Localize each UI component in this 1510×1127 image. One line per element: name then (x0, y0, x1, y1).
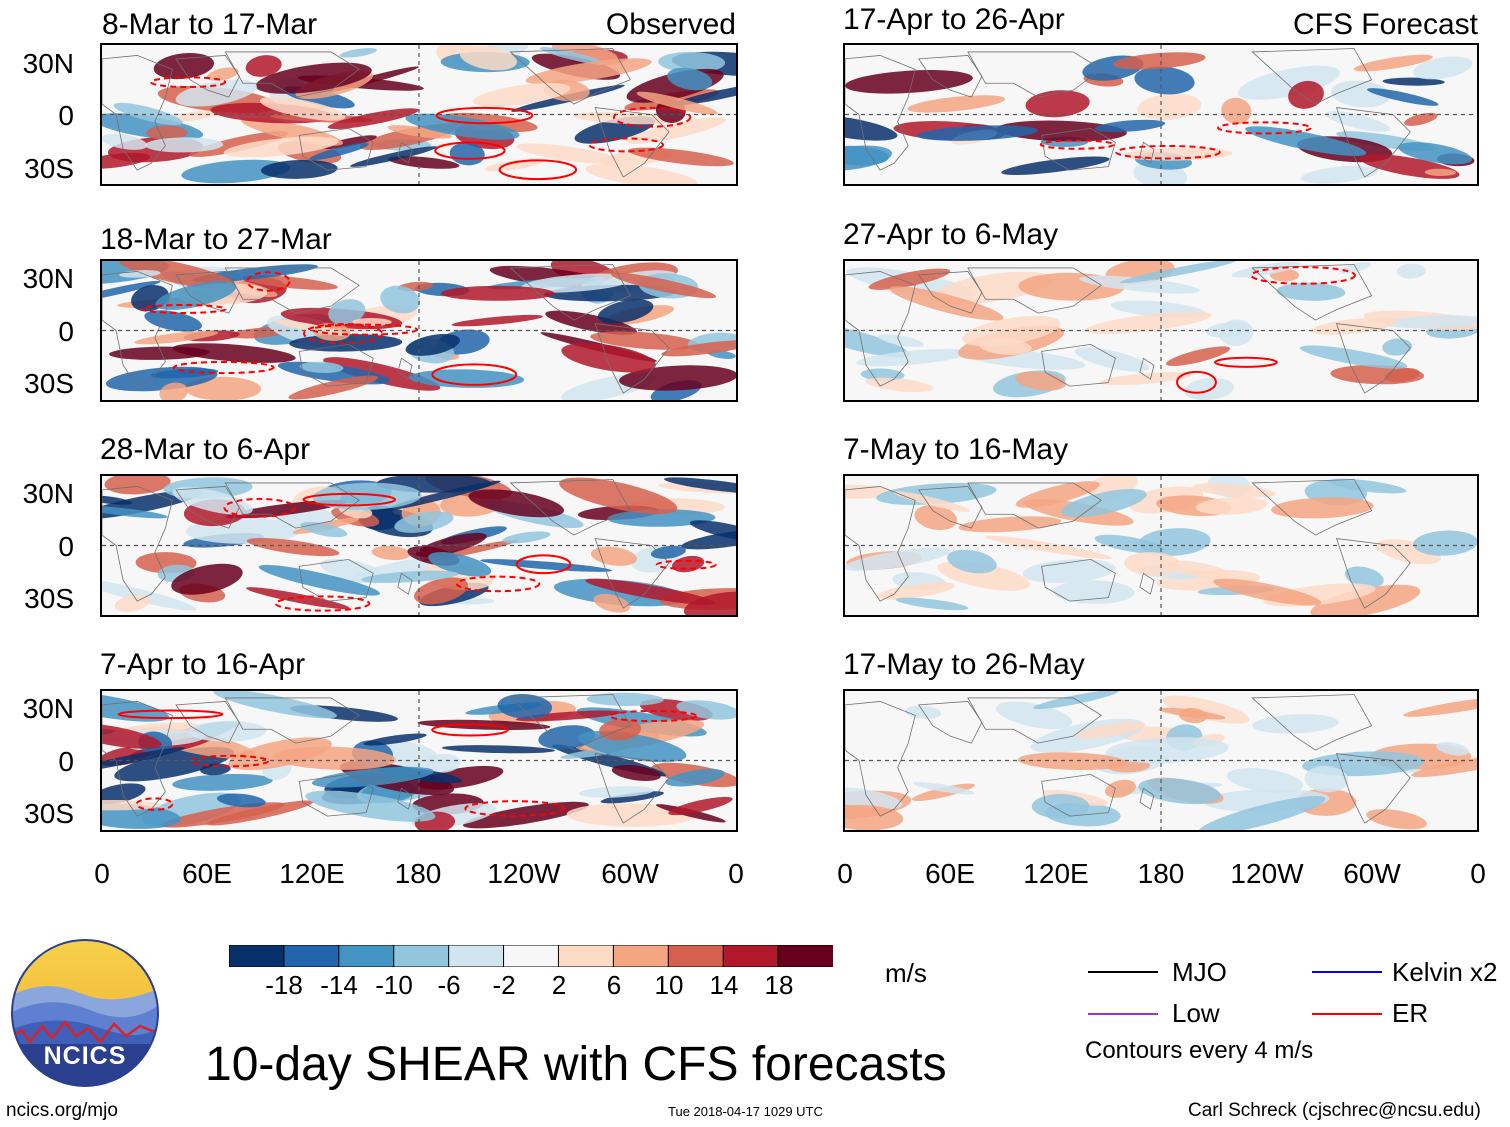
legend-label-mjo: MJO (1172, 957, 1227, 987)
colorbar-tick: 10 (654, 970, 684, 1000)
panel-title-observed-2: 18-Mar to 27-Mar (100, 223, 332, 256)
legend-line-kelvin (1312, 971, 1382, 973)
figure-title: 10-day SHEAR with CFS forecasts (205, 1038, 947, 1091)
legend-label-kelvin: Kelvin x2 (1392, 957, 1498, 987)
forecast-column-label: CFS Forecast (1292, 8, 1478, 41)
observed-column-label: Observed (605, 8, 736, 41)
panel-title-forecast-1: 17-Apr to 26-Apr (843, 3, 1065, 36)
footer-timestamp: Tue 2018-04-17 1029 UTC (668, 1104, 823, 1119)
colorbar-swatch (338, 944, 395, 968)
lat-label-30n: 30N (22, 693, 74, 724)
panel-title-forecast-4: 17-May to 26-May (843, 648, 1085, 681)
colorbar-tick: -14 (320, 970, 358, 1000)
colorbar-tick: -18 (265, 970, 303, 1000)
ncics-logo: NCICS (10, 938, 160, 1088)
colorbar-swatch (503, 944, 560, 968)
shear-map-graphic (102, 691, 736, 830)
map-forecast-3 (843, 474, 1479, 617)
legend-line-mjo (1088, 971, 1158, 973)
map-forecast-4 (843, 689, 1479, 832)
map-forecast-2 (843, 259, 1479, 402)
shear-map-graphic (102, 476, 736, 615)
map-observed-4 (100, 689, 738, 832)
shear-map-graphic (845, 691, 1477, 830)
lat-label-eq: 0 (58, 100, 74, 131)
lon-label-120w: 120W (1230, 858, 1304, 889)
colorbar-graphic (228, 944, 835, 968)
colorbar-swatch (777, 944, 835, 968)
colorbar-swatch (448, 944, 505, 968)
shear-map-graphic (845, 261, 1477, 400)
colorbar-tick: 14 (709, 970, 739, 1000)
lon-label-120e: 120E (279, 858, 345, 889)
lat-label-30s: 30S (24, 798, 74, 829)
lon-label-120e: 120E (1023, 858, 1089, 889)
panel-title-observed-1: 8-Mar to 17-Mar (102, 8, 318, 41)
lat-label-30s: 30S (24, 583, 74, 614)
colorbar-unit: m/s (885, 958, 927, 988)
lon-label-180: 180 (394, 858, 442, 889)
lat-label-30n: 30N (22, 263, 74, 294)
lon-label-0-end: 0 (1470, 858, 1486, 889)
panel-title-observed-4: 7-Apr to 16-Apr (100, 648, 306, 681)
colorbar-swatch (722, 944, 780, 968)
lon-label-0: 0 (94, 858, 110, 889)
map-forecast-1 (843, 43, 1479, 186)
colorbar-swatch (667, 944, 725, 968)
lat-label-30n: 30N (22, 48, 74, 79)
lon-label-60w: 60W (601, 858, 659, 889)
ncics-logo-graphic (11, 939, 159, 1087)
lon-label-120w: 120W (487, 858, 561, 889)
lon-label-0: 0 (837, 858, 853, 889)
colorbar-tick: 2 (551, 970, 567, 1000)
lat-label-30n: 30N (22, 478, 74, 509)
contour-note: Contours every 4 m/s (1085, 1037, 1314, 1064)
colorbar-swatch (228, 944, 285, 968)
legend-line-er (1312, 1013, 1382, 1015)
lat-label-eq: 0 (58, 746, 74, 777)
lon-label-60e: 60E (182, 858, 232, 889)
lat-label-eq: 0 (58, 316, 74, 347)
lon-label-180: 180 (1137, 858, 1185, 889)
colorbar (228, 944, 835, 968)
footer-credit: Carl Schreck (cjschrec@ncsu.edu) (1188, 1100, 1481, 1121)
panel-title-forecast-2: 27-Apr to 6-May (843, 218, 1059, 251)
map-observed-1 (100, 43, 738, 186)
lon-label-0-end: 0 (728, 858, 744, 889)
legend-label-low: Low (1172, 998, 1220, 1028)
lat-label-eq: 0 (58, 531, 74, 562)
lat-label-30s: 30S (24, 368, 74, 399)
panel-title-forecast-3: 7-May to 16-May (843, 433, 1069, 466)
colorbar-tick: 6 (606, 970, 622, 1000)
colorbar-swatch (283, 944, 340, 968)
map-observed-2 (100, 259, 738, 402)
shear-map-graphic (845, 476, 1477, 615)
colorbar-tick: -2 (492, 970, 516, 1000)
colorbar-tick: 18 (764, 970, 794, 1000)
legend-line-low (1088, 1013, 1158, 1015)
legend-label-er: ER (1392, 998, 1429, 1028)
map-observed-3 (100, 474, 738, 617)
panel-title-observed-3: 28-Mar to 6-Apr (100, 433, 311, 466)
shear-map-graphic (845, 45, 1477, 184)
lon-label-60e: 60E (925, 858, 975, 889)
shear-map-graphic (102, 45, 736, 184)
footer-url: ncics.org/mjo (6, 1100, 118, 1121)
colorbar-tick: -10 (375, 970, 413, 1000)
lat-label-30s: 30S (24, 153, 74, 184)
lon-label-60w: 60W (1343, 858, 1401, 889)
shear-map-graphic (102, 261, 736, 400)
logo-text: NCICS (43, 1042, 127, 1070)
colorbar-swatch (557, 944, 615, 968)
colorbar-swatch (612, 944, 670, 968)
colorbar-swatch (393, 944, 450, 968)
colorbar-tick: -6 (437, 970, 461, 1000)
